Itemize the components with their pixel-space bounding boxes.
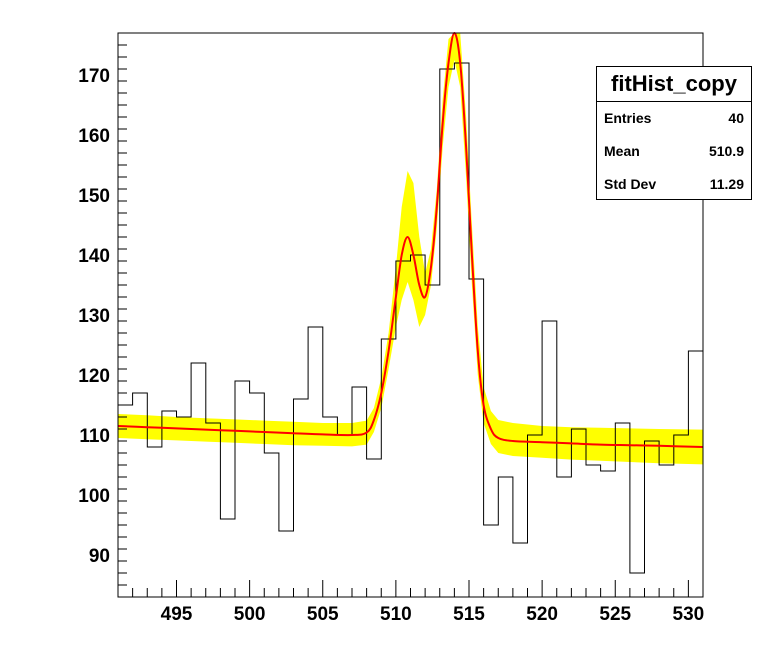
x-tick-label: 495 [161,604,193,625]
stats-row-stddev: Std Dev 11.29 [597,168,751,201]
y-tick-label: 110 [79,426,110,447]
stats-value: 11.29 [709,176,744,192]
x-tick-label: 520 [526,604,558,625]
stats-row-mean: Mean 510.9 [597,135,751,168]
stats-label: Mean [604,143,640,159]
y-tick-label: 160 [78,126,110,147]
y-tick-label: 170 [78,66,110,87]
histogram-outline [118,62,703,574]
x-tick-label: 530 [673,604,705,625]
y-tick-label: 100 [78,486,110,507]
confidence-band [118,33,703,465]
stats-value: 40 [728,110,744,126]
y-axis: 90 100 110 120 130 140 150 160 170 [78,32,127,598]
y-tick-label: 90 [89,546,110,567]
stats-row-entries: Entries 40 [597,102,751,135]
stats-value: 510.9 [708,143,744,159]
x-tick-label: 525 [599,604,631,625]
x-tick-label: 515 [453,604,485,625]
y-tick-label: 150 [78,186,110,207]
x-tick-label: 500 [234,604,266,625]
x-axis: 495 500 505 510 515 520 525 530 [117,580,705,625]
x-tick-label: 510 [380,604,412,625]
x-tick-label: 505 [307,604,339,625]
y-tick-label: 140 [78,246,110,267]
stats-label: Std Dev [604,176,657,192]
stats-label: Entries [604,110,652,126]
stats-box: fitHist_copy Entries 40 Mean 510.9 Std D… [596,66,752,200]
y-tick-label: 120 [78,366,110,387]
stats-title: fitHist_copy [597,67,751,102]
y-tick-label: 130 [78,306,110,327]
fit-curve [117,31,704,448]
